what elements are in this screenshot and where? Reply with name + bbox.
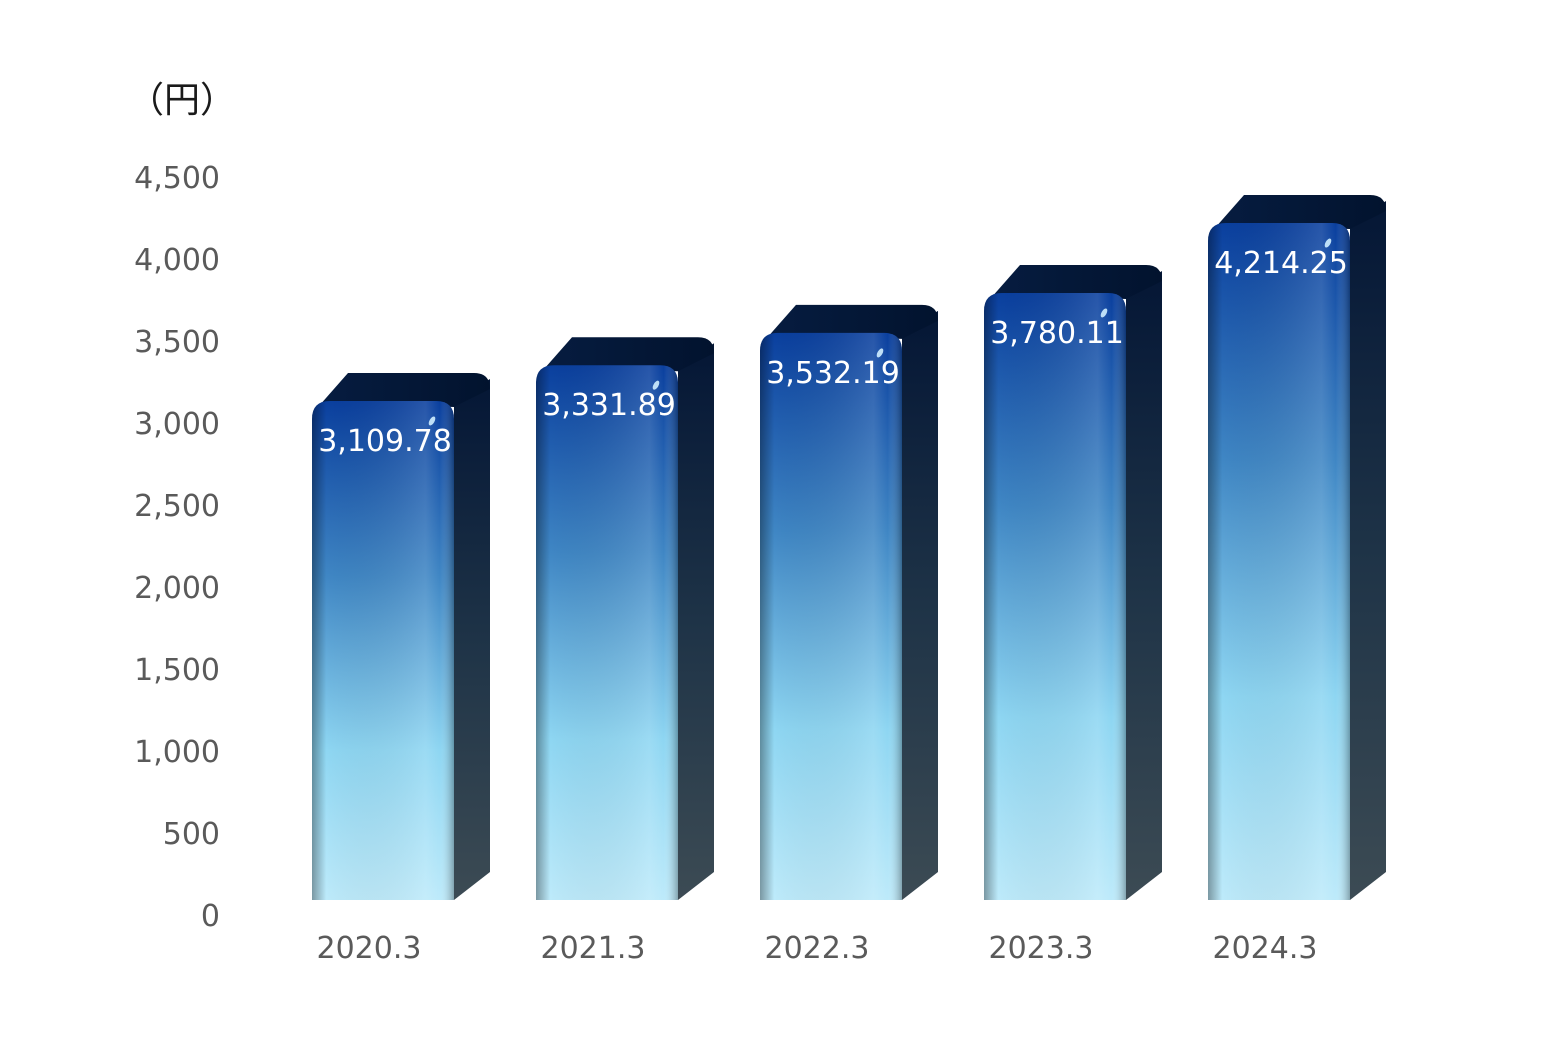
bar-side-face bbox=[1126, 269, 1162, 901]
bar-highlight bbox=[876, 348, 884, 358]
bar: 3,532.19 bbox=[760, 304, 938, 901]
x-tick-label: 2020.3 bbox=[317, 931, 422, 966]
bar-side-face bbox=[454, 377, 490, 900]
bar-value-label: 3,109.78 bbox=[318, 424, 452, 459]
bar-side-face bbox=[1350, 199, 1386, 901]
bars-group: 3,109.78 3,331.89 3,532.19 3,780.11 4,214.25 bbox=[312, 195, 1386, 901]
y-tick-label: 3,000 bbox=[134, 407, 220, 442]
bar: 3,780.11 bbox=[984, 264, 1162, 901]
y-tick-label: 0 bbox=[201, 899, 220, 934]
bar-top-face bbox=[321, 372, 490, 407]
bar-top-face bbox=[769, 304, 938, 339]
bar-highlight bbox=[652, 380, 660, 390]
bar-highlight bbox=[1324, 238, 1332, 248]
y-axis: 0 500 1,000 1,500 2,000 2,500 3,000 3,500 4,000 4… bbox=[134, 161, 220, 934]
x-tick-label: 2022.3 bbox=[765, 931, 870, 966]
x-tick-label: 2021.3 bbox=[541, 931, 646, 966]
bar-front-shading bbox=[1208, 223, 1350, 901]
bar-side-face bbox=[678, 341, 714, 900]
y-tick-label: 4,500 bbox=[134, 161, 220, 196]
bar: 4,214.25 bbox=[1208, 195, 1386, 901]
y-tick-label: 500 bbox=[163, 817, 220, 852]
bar: 3,109.78 bbox=[312, 372, 490, 900]
bar-value-label: 3,780.11 bbox=[990, 316, 1124, 351]
y-tick-label: 2,500 bbox=[134, 489, 220, 524]
x-tick-label: 2024.3 bbox=[1213, 931, 1318, 966]
bar-front-shading bbox=[536, 365, 678, 900]
bar-front-shading bbox=[312, 400, 454, 900]
bar-highlight bbox=[428, 416, 436, 426]
bar-top-face bbox=[545, 337, 714, 372]
x-axis: 2020.3 2021.3 2022.3 2023.3 2024.3 bbox=[317, 931, 1318, 966]
x-tick-label: 2023.3 bbox=[989, 931, 1094, 966]
y-tick-label: 4,000 bbox=[134, 243, 220, 278]
bar-front-shading bbox=[760, 332, 902, 901]
bar-top-face bbox=[993, 264, 1162, 299]
bar: 3,331.89 bbox=[536, 337, 714, 900]
bar-highlight bbox=[1100, 308, 1108, 318]
bar-value-label: 3,331.89 bbox=[542, 388, 676, 423]
y-tick-label: 1,500 bbox=[134, 653, 220, 688]
y-tick-label: 1,000 bbox=[134, 735, 220, 770]
y-tick-label: 3,500 bbox=[134, 325, 220, 360]
bar-front-shading bbox=[984, 292, 1126, 900]
bar-value-label: 3,532.19 bbox=[766, 356, 900, 391]
bar-side-face bbox=[902, 309, 938, 900]
bar-value-label: 4,214.25 bbox=[1214, 246, 1348, 281]
bar-top-face bbox=[1217, 195, 1386, 230]
y-tick-label: 2,000 bbox=[134, 571, 220, 606]
y-axis-unit-label: （円） bbox=[128, 80, 236, 121]
